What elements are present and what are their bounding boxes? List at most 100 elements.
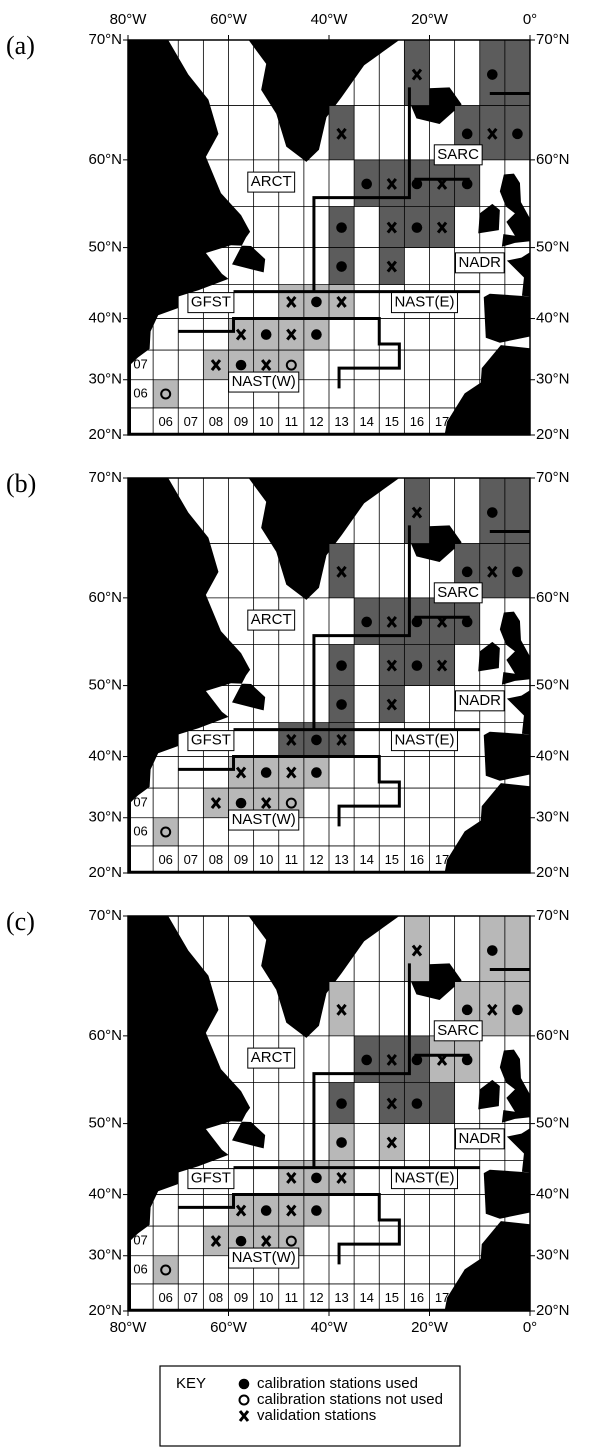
lon-label: 60°W — [210, 11, 248, 28]
lon-label: 0° — [523, 1319, 537, 1336]
lat-label: 40°N — [536, 748, 570, 765]
validation-marker — [336, 295, 347, 308]
calibration-unused-marker — [160, 1264, 172, 1276]
grid-cell — [153, 817, 179, 846]
row-label: 08 — [133, 326, 147, 341]
column-label: 08 — [209, 852, 223, 867]
landmass — [128, 40, 266, 367]
lon-label: 80°W — [110, 11, 148, 28]
landmass — [478, 641, 500, 672]
lat-label: 60°N — [88, 589, 122, 606]
region-box — [228, 371, 300, 393]
lat-label: 20°N — [88, 426, 122, 443]
lat-label: 50°N — [536, 1115, 570, 1132]
validation-marker — [235, 328, 247, 341]
row-label: 08 — [133, 764, 147, 779]
calibration-used-marker — [487, 69, 498, 80]
column-label: 14 — [359, 1290, 373, 1305]
row-label: 12 — [133, 613, 147, 628]
calibration-used-marker — [311, 1172, 322, 1184]
landmass — [506, 252, 530, 297]
lat-label: 30°N — [536, 809, 570, 826]
lat-label: 50°N — [88, 1115, 122, 1132]
calibration-used-marker — [311, 329, 322, 340]
region-label: GFST — [191, 1170, 231, 1187]
validation-marker — [436, 659, 448, 672]
row-label: 07 — [133, 1233, 147, 1248]
row-label: 07 — [133, 357, 147, 372]
lat-label: 30°N — [88, 371, 122, 388]
calibration-unused-marker — [285, 1235, 297, 1247]
validation-marker — [235, 766, 247, 779]
map-panel: (c) 06 07 08 09 10 11 12 13 14 15 16 17 18 19 20 06 07 08 0… — [6, 907, 570, 1336]
calibration-used-marker — [461, 1054, 473, 1066]
landmass — [499, 611, 530, 685]
calibration-used-marker — [461, 566, 473, 578]
column-label: 07 — [184, 414, 198, 429]
row-label: 13 — [133, 1001, 147, 1016]
lat-label: 70°N — [88, 469, 122, 486]
column-label: 14 — [359, 852, 373, 867]
lon-label: 20°W — [411, 1319, 449, 1336]
key-entry: calibration stations used — [257, 1375, 418, 1392]
row-label: 11 — [134, 657, 148, 672]
lat-label: 60°N — [536, 1027, 570, 1044]
lat-label: 50°N — [536, 677, 570, 694]
map-panel: (b) 06 07 08 09 10 11 12 13 14 15 16 17 18 19 20 06 07 08 0… — [6, 469, 570, 881]
column-label: 08 — [209, 414, 223, 429]
row-label: 09 — [133, 731, 147, 746]
landmass — [128, 916, 266, 1243]
landmass — [444, 783, 530, 873]
landmass — [478, 1079, 500, 1110]
calibration-used-marker — [361, 178, 372, 190]
grid-cell — [429, 1082, 455, 1124]
lat-label: 70°N — [536, 31, 570, 48]
calibration-used-marker — [512, 566, 523, 578]
row-label: 09 — [133, 293, 147, 308]
calibration-used-marker — [311, 734, 322, 746]
column-label: 19 — [485, 1290, 499, 1305]
row-label: 07 — [133, 795, 147, 810]
region-box — [433, 582, 483, 604]
calibration-used-marker — [235, 359, 247, 371]
map-panel: (a) 06 07 08 09 10 11 12 13 14 15 16 17 18 19 20 06 07 08 0… — [6, 11, 570, 443]
calibration-used-marker — [512, 128, 523, 140]
validation-marker — [261, 359, 272, 372]
column-label: 07 — [184, 852, 198, 867]
region-box — [228, 1247, 300, 1269]
column-label: 16 — [410, 1290, 424, 1305]
panel-label: (a) — [6, 31, 35, 60]
region-label: NAST(W) — [232, 811, 296, 828]
column-label: 14 — [359, 414, 373, 429]
column-label: 09 — [234, 1290, 248, 1305]
column-label: 17 — [435, 852, 449, 867]
validation-marker — [210, 797, 222, 810]
column-label: 18 — [460, 1290, 474, 1305]
lon-label: 40°W — [311, 11, 349, 28]
column-label: 15 — [385, 414, 399, 429]
calibration-unused-marker — [238, 1394, 250, 1406]
column-label: 20 — [510, 414, 524, 429]
column-label: 20 — [510, 1290, 524, 1305]
region-label: ARCT — [251, 173, 292, 190]
calibration-used-marker — [487, 507, 498, 518]
validation-marker — [411, 944, 423, 957]
validation-marker — [436, 1054, 448, 1066]
lat-label: 40°N — [88, 1186, 122, 1203]
column-label: 18 — [460, 414, 474, 429]
calibration-used-marker — [238, 1378, 250, 1390]
region-label: SARC — [437, 1022, 479, 1039]
key-entry: validation stations — [257, 1407, 376, 1424]
row-label: 12 — [133, 175, 147, 190]
lat-label: 40°N — [88, 748, 122, 765]
lat-label: 30°N — [536, 1247, 570, 1264]
lon-label: 80°W — [110, 1319, 148, 1336]
validation-marker — [238, 1410, 250, 1422]
calibration-used-marker — [461, 178, 473, 190]
lat-label: 30°N — [536, 371, 570, 388]
region-label: NAST(E) — [394, 1170, 454, 1187]
validation-marker — [210, 1235, 222, 1248]
grid-cell — [504, 40, 530, 106]
lat-label: 30°N — [88, 1247, 122, 1264]
validation-marker — [386, 698, 397, 711]
